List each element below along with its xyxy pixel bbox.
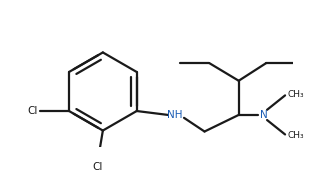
Text: NH: NH bbox=[168, 110, 183, 120]
Text: N: N bbox=[260, 110, 268, 120]
Text: CH₃: CH₃ bbox=[287, 131, 304, 140]
Text: Cl: Cl bbox=[28, 106, 38, 116]
Text: Cl: Cl bbox=[93, 162, 103, 171]
Text: CH₃: CH₃ bbox=[287, 90, 304, 99]
